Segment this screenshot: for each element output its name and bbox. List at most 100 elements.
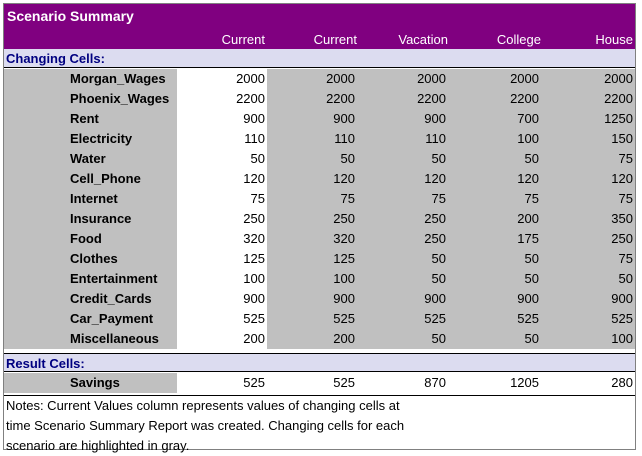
scenario-cells (267, 309, 635, 329)
cell-value: 320 (333, 231, 355, 246)
scenario-cells (267, 269, 635, 289)
row-label: Electricity (70, 131, 133, 146)
current-values-cell: 50 (177, 149, 267, 169)
cell-value: 50 (431, 151, 446, 166)
cell-value: 110 (425, 131, 446, 146)
current-values-cell: 320 (177, 229, 267, 249)
cell-value: 125 (333, 251, 355, 266)
cell-value: 120 (243, 171, 265, 186)
cell-value: 350 (611, 211, 633, 226)
table-row: Electricity 110 110 110 100 150 (4, 129, 635, 149)
table-row: Morgan_Wages 2000 2000 2000 2000 2000 (4, 69, 635, 89)
cell-value: 150 (611, 131, 633, 146)
row-label-cell: Water (4, 149, 177, 169)
cell-value: 280 (611, 375, 633, 390)
cell-value: 75 (431, 191, 446, 206)
cell-value: 1250 (604, 111, 633, 126)
cell-value: 250 (333, 211, 355, 226)
header-college: College (496, 32, 541, 47)
cell-value: 50 (524, 151, 539, 166)
current-values-cell: 75 (177, 189, 267, 209)
cell-value: 110 (244, 131, 265, 146)
table-row: Credit_Cards 900 900 900 900 900 (4, 289, 635, 309)
row-label: Food (70, 231, 102, 246)
row-label-cell: Clothes (4, 249, 177, 269)
scenario-cells (267, 89, 635, 109)
current-values-cell: 125 (177, 249, 267, 269)
notes-line: scenario are highlighted in gray. (6, 438, 190, 453)
cell-value: 200 (243, 331, 265, 346)
cell-value: 75 (618, 251, 633, 266)
scenario-summary-sheet: Scenario Summary Current Values: Current… (3, 3, 636, 453)
report-title: Scenario Summary (4, 4, 635, 29)
cell-value: 250 (611, 231, 633, 246)
scenario-cells (267, 329, 635, 349)
cell-value: 120 (424, 171, 446, 186)
table-row: Entertainment 100 100 50 50 50 (4, 269, 635, 289)
current-values-cell: 100 (177, 269, 267, 289)
cell-value: 75 (524, 191, 539, 206)
table-row: Savings 525 525 870 1205 280 (4, 373, 635, 393)
cell-value: 120 (611, 171, 633, 186)
cell-value: 2000 (236, 71, 265, 86)
current-values-cell: 120 (177, 169, 267, 189)
changing-cells-label: Changing Cells: (4, 49, 635, 68)
cell-value: 250 (424, 231, 446, 246)
cell-value: 525 (243, 311, 265, 326)
cell-value: 900 (517, 291, 539, 306)
cell-value: 525 (424, 311, 446, 326)
cell-value: 2000 (604, 71, 633, 86)
row-label-cell: Car_Payment (4, 309, 177, 329)
row-label-cell: Entertainment (4, 269, 177, 289)
current-values-cell: 110 (177, 129, 267, 149)
row-label: Miscellaneous (70, 331, 159, 346)
cell-value: 50 (250, 151, 265, 166)
cell-value: 870 (424, 375, 446, 390)
cell-value: 100 (333, 271, 355, 286)
cell-value: 50 (431, 271, 446, 286)
cell-value: 900 (333, 111, 355, 126)
table-row: Car_Payment 525 525 525 525 525 (4, 309, 635, 329)
scenario-cells (267, 249, 635, 269)
cell-value: 50 (524, 331, 539, 346)
scenario-cells (267, 149, 635, 169)
cell-value: 900 (333, 291, 355, 306)
cell-value: 175 (517, 231, 539, 246)
cell-value: 320 (243, 231, 265, 246)
row-label-cell: Internet (4, 189, 177, 209)
row-label-cell: Savings (4, 373, 177, 393)
row-label: Entertainment (70, 271, 158, 286)
cell-value: 75 (340, 191, 355, 206)
row-label-cell: Insurance (4, 209, 177, 229)
cell-value: 2200 (417, 91, 446, 106)
scenario-cells (267, 289, 635, 309)
cell-value: 2200 (236, 91, 265, 106)
current-values-cell: 2000 (177, 69, 267, 89)
cell-value: 50 (618, 271, 633, 286)
cell-value: 100 (611, 331, 633, 346)
cell-value: 2200 (326, 91, 355, 106)
cell-value: 50 (524, 251, 539, 266)
current-values-cell: 200 (177, 329, 267, 349)
cell-value: 525 (611, 311, 633, 326)
header-current: Current (313, 32, 357, 47)
row-label: Water (70, 151, 106, 166)
scenario-cells (267, 229, 635, 249)
row-label-cell: Morgan_Wages (4, 69, 177, 89)
row-label-cell: Miscellaneous (4, 329, 177, 349)
scenario-cells (267, 69, 635, 89)
table-row: Insurance 250 250 250 200 350 (4, 209, 635, 229)
row-label: Clothes (70, 251, 118, 266)
cell-value: 50 (340, 151, 355, 166)
current-values-cell: 900 (177, 109, 267, 129)
table-row: Cell_Phone 120 120 120 120 120 (4, 169, 635, 189)
cell-value: 75 (618, 151, 633, 166)
scenario-cells (267, 129, 635, 149)
cell-value: 900 (243, 291, 265, 306)
cell-value: 1205 (510, 375, 539, 390)
scenario-cells (267, 189, 635, 209)
scenario-cells (267, 373, 635, 393)
cell-value: 2000 (326, 71, 355, 86)
cell-value: 120 (517, 171, 539, 186)
cell-value: 2000 (510, 71, 539, 86)
